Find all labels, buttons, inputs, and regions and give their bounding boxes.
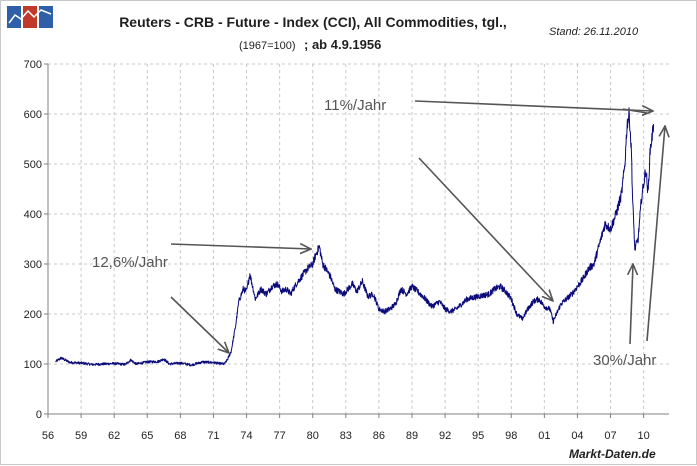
y-tick-labels: 0 100 200 300 400 500 600 700 — [24, 59, 42, 421]
logo-block-2 — [23, 6, 37, 28]
source-label: Markt-Daten.de — [569, 447, 656, 461]
y-tick-label: 400 — [24, 209, 42, 221]
x-tick-label: 01 — [538, 430, 550, 442]
x-tick-label: 95 — [472, 430, 484, 442]
chart-subtitle-base: (1967=100) — [239, 40, 296, 52]
x-tick-labels: 56 59 62 65 68 71 74 77 80 83 86 89 92 95 98 01 04 07 10 — [42, 430, 650, 442]
arrow-11-percent-start — [418, 157, 553, 301]
y-tick-label: 200 — [24, 309, 42, 321]
x-tick-label: 68 — [174, 430, 186, 442]
x-tick-label: 89 — [406, 430, 418, 442]
arrow-30-percent-low — [630, 264, 633, 345]
y-tick-label: 500 — [24, 159, 42, 171]
annotation-arrows — [170, 100, 665, 353]
grid-layer — [48, 63, 669, 414]
arrow-11-percent-tail — [622, 108, 648, 114]
stand-date: Stand: 26.11.2010 — [549, 26, 639, 38]
x-tick-label: 56 — [42, 430, 54, 442]
x-tick-label: 92 — [439, 430, 451, 442]
x-tick-label: 07 — [604, 430, 616, 442]
y-tick-label: 0 — [36, 409, 42, 421]
chart-subtitle-start: ; ab 4.9.1956 — [304, 37, 381, 52]
annotation-11-percent: 11%/Jahr — [324, 97, 386, 114]
x-tick-label: 04 — [571, 430, 583, 442]
y-tick-label: 100 — [24, 359, 42, 371]
x-tick-label: 71 — [207, 430, 219, 442]
x-tick-label: 80 — [307, 430, 319, 442]
x-tick-label: 10 — [638, 430, 650, 442]
axis-layer — [44, 63, 669, 418]
logo-line — [8, 9, 52, 24]
y-tick-label: 300 — [24, 259, 42, 271]
chart-logo-icon — [7, 6, 53, 28]
x-tick-label: 86 — [373, 430, 385, 442]
x-tick-label: 83 — [340, 430, 352, 442]
chart-title: Reuters - CRB - Future - Index (CCI), Al… — [119, 14, 507, 30]
arrow-12-6-percent-start — [170, 296, 229, 353]
x-tick-label: 74 — [240, 430, 252, 442]
x-tick-label: 98 — [505, 430, 517, 442]
annotation-12-6-percent: 12,6%/Jahr — [92, 254, 168, 271]
series-layer — [55, 107, 655, 367]
x-tick-label: 65 — [141, 430, 153, 442]
x-tick-label: 62 — [108, 430, 120, 442]
x-tick-label: 59 — [75, 430, 87, 442]
y-tick-label: 700 — [24, 59, 42, 71]
arrow-30-percent-high — [646, 126, 665, 342]
x-tick-label: 77 — [274, 430, 286, 442]
y-tick-label: 600 — [24, 109, 42, 121]
annotation-30-percent: 30%/Jahr — [593, 352, 656, 369]
logo-block-3 — [39, 6, 53, 28]
arrow-11-percent-peak — [414, 100, 653, 111]
series-line — [55, 107, 655, 367]
arrow-12-6-percent-peak — [170, 244, 311, 249]
